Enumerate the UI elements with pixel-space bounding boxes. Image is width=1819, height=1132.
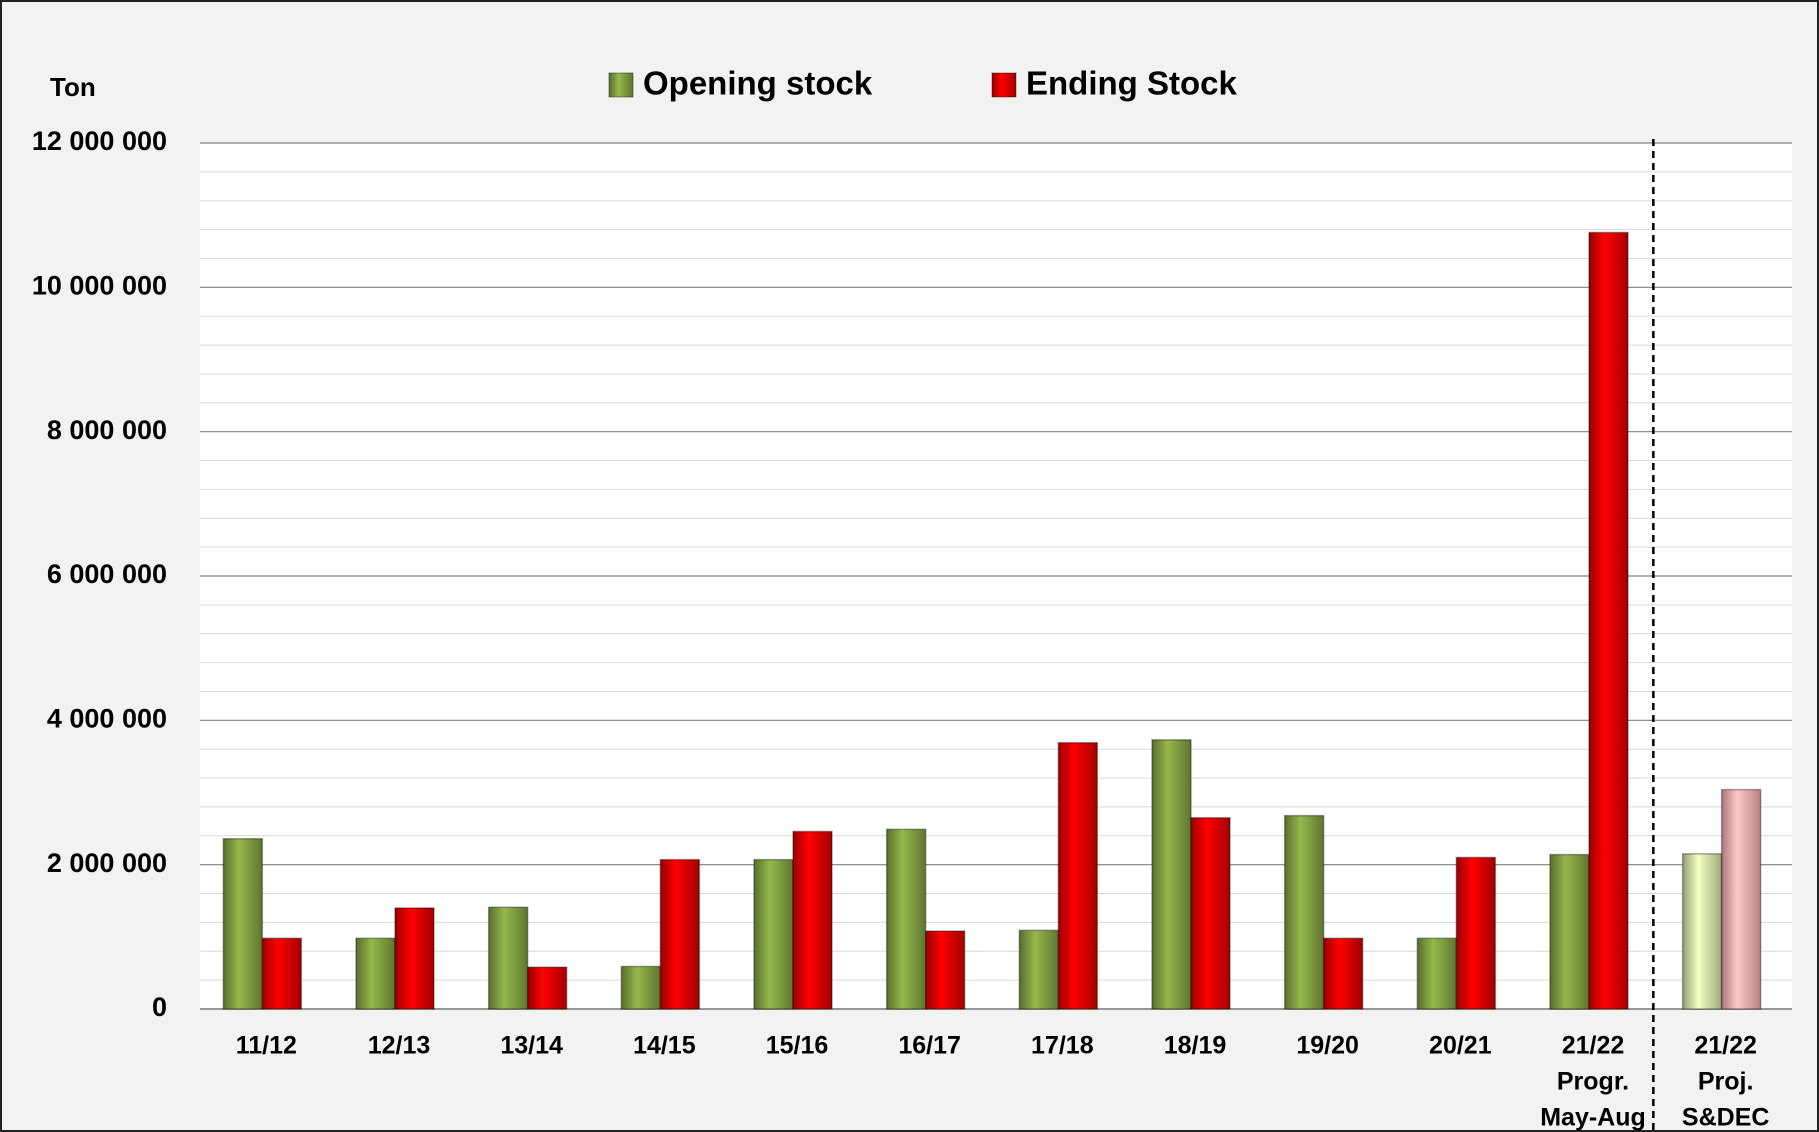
bar <box>1151 739 1192 1010</box>
bar <box>753 858 794 1010</box>
x-tick-label: 19/20 <box>1296 1032 1359 1060</box>
x-tick-label: 13/14 <box>500 1032 563 1060</box>
x-tick-label: 15/16 <box>766 1032 829 1060</box>
bar <box>1549 853 1590 1010</box>
x-tick-label: 16/17 <box>898 1032 961 1060</box>
x-tick-label: Progr. <box>1557 1068 1629 1096</box>
x-tick-label: Proj. <box>1698 1068 1754 1096</box>
x-tick-label: 21/22 <box>1562 1032 1625 1060</box>
bar <box>526 966 568 1010</box>
y-axis-label: Ton <box>50 72 96 102</box>
x-tick-label: May-Aug <box>1540 1104 1646 1132</box>
x-tick-label: 14/15 <box>633 1032 696 1060</box>
y-tick-label: 0 <box>152 992 167 1022</box>
bar <box>261 937 303 1010</box>
bar <box>659 858 701 1010</box>
y-tick-label: 4 000 000 <box>47 703 167 733</box>
bar <box>1720 788 1762 1010</box>
y-tick-label: 8 000 000 <box>47 415 167 445</box>
bar <box>222 837 264 1010</box>
x-tick-label: 12/13 <box>368 1032 431 1060</box>
bar <box>792 830 833 1010</box>
legend-swatch <box>608 72 634 98</box>
x-tick-label: 18/19 <box>1164 1032 1227 1060</box>
x-tick-label: 21/22 <box>1694 1032 1757 1060</box>
y-tick-label: 12 000 000 <box>32 126 167 156</box>
legend-label: Opening stock <box>643 65 873 102</box>
bar <box>1455 856 1497 1010</box>
x-tick-label: 20/21 <box>1429 1032 1492 1060</box>
y-tick-label: 10 000 000 <box>32 270 167 300</box>
legend-label: Ending Stock <box>1026 65 1237 102</box>
bar <box>1190 817 1231 1010</box>
bar <box>1322 937 1364 1010</box>
bar <box>487 906 529 1010</box>
bar <box>885 828 927 1010</box>
bar <box>1681 853 1723 1010</box>
x-tick-label: 11/12 <box>236 1032 297 1060</box>
x-tick-label: S&DEC <box>1682 1104 1770 1132</box>
bar <box>620 965 662 1010</box>
bar <box>1588 231 1629 1010</box>
legend-swatch <box>991 72 1017 98</box>
bar <box>924 930 966 1010</box>
bar <box>1416 937 1458 1010</box>
y-tick-label: 2 000 000 <box>47 848 167 878</box>
x-tick-label: 17/18 <box>1031 1032 1094 1060</box>
y-tick-label: 6 000 000 <box>47 559 167 589</box>
bar <box>394 907 435 1010</box>
bar <box>1057 741 1099 1010</box>
bar <box>355 937 396 1010</box>
bar <box>1018 929 1060 1010</box>
bar <box>1283 814 1325 1010</box>
